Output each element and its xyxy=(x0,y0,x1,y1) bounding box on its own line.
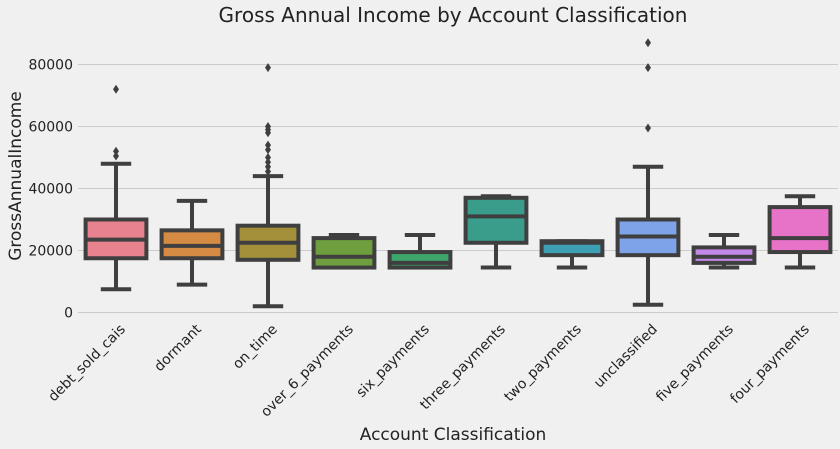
iqr-box xyxy=(311,236,377,270)
box-four_payments xyxy=(767,194,833,270)
box-on_time xyxy=(235,63,301,309)
outlier-point xyxy=(265,145,271,155)
x-tick-label: four_payments xyxy=(727,322,812,407)
x-tick-label: dormant xyxy=(151,321,205,375)
outlier-point xyxy=(265,122,271,131)
outlier-point xyxy=(265,140,271,150)
y-tick-label: 80000 xyxy=(28,58,73,74)
box-over_6_payments xyxy=(311,233,377,270)
y-tick-label: 0 xyxy=(64,306,73,322)
x-tick-label: unclassified xyxy=(591,322,661,392)
box-two_payments xyxy=(539,239,605,270)
y-tick-label: 20000 xyxy=(28,244,73,260)
x-axis-label: Account Classification xyxy=(360,425,547,445)
chart-title: Gross Annual Income by Account Classific… xyxy=(219,3,688,27)
box-unclassified xyxy=(615,38,681,307)
outlier-point xyxy=(265,166,271,176)
box-five_payments xyxy=(691,233,757,270)
x-tick-label: two_payments xyxy=(501,322,585,406)
iqr-box xyxy=(387,250,453,270)
outlier-point xyxy=(113,146,119,156)
outlier-point xyxy=(265,63,271,73)
x-tick-label: debt_sold_cais xyxy=(45,322,128,405)
outlier-point xyxy=(645,38,651,48)
outlier-point xyxy=(265,153,271,162)
y-axis-label: GrossAnnualIncome xyxy=(6,91,26,261)
box-debt_sold_cais xyxy=(83,84,149,292)
iqr-box xyxy=(767,205,833,255)
outlier-point xyxy=(645,123,651,133)
outlier-point xyxy=(265,157,271,167)
x-axis-ticks: debt_sold_cais dormant on_timeover_6_payme… xyxy=(45,321,812,420)
x-tick-label: five_payments xyxy=(653,322,737,406)
outlier-point xyxy=(113,84,119,94)
y-axis-ticks: 0 20000 40000 60000 80000 xyxy=(28,58,73,322)
box-dormant xyxy=(159,198,225,287)
y-tick-label: 60000 xyxy=(28,120,73,136)
x-tick-label: six_payments xyxy=(354,322,433,401)
y-tick-label: 40000 xyxy=(28,182,73,198)
outlier-point xyxy=(265,162,271,172)
boxes-layer xyxy=(83,38,833,309)
iqr-box xyxy=(463,195,529,245)
box-six_payments xyxy=(387,233,453,270)
x-tick-label: three_payments xyxy=(417,322,509,414)
x-tick-label: on_time xyxy=(230,322,281,373)
outlier-point xyxy=(645,63,651,73)
outlier-point xyxy=(113,151,119,161)
box-three_payments xyxy=(463,194,529,270)
